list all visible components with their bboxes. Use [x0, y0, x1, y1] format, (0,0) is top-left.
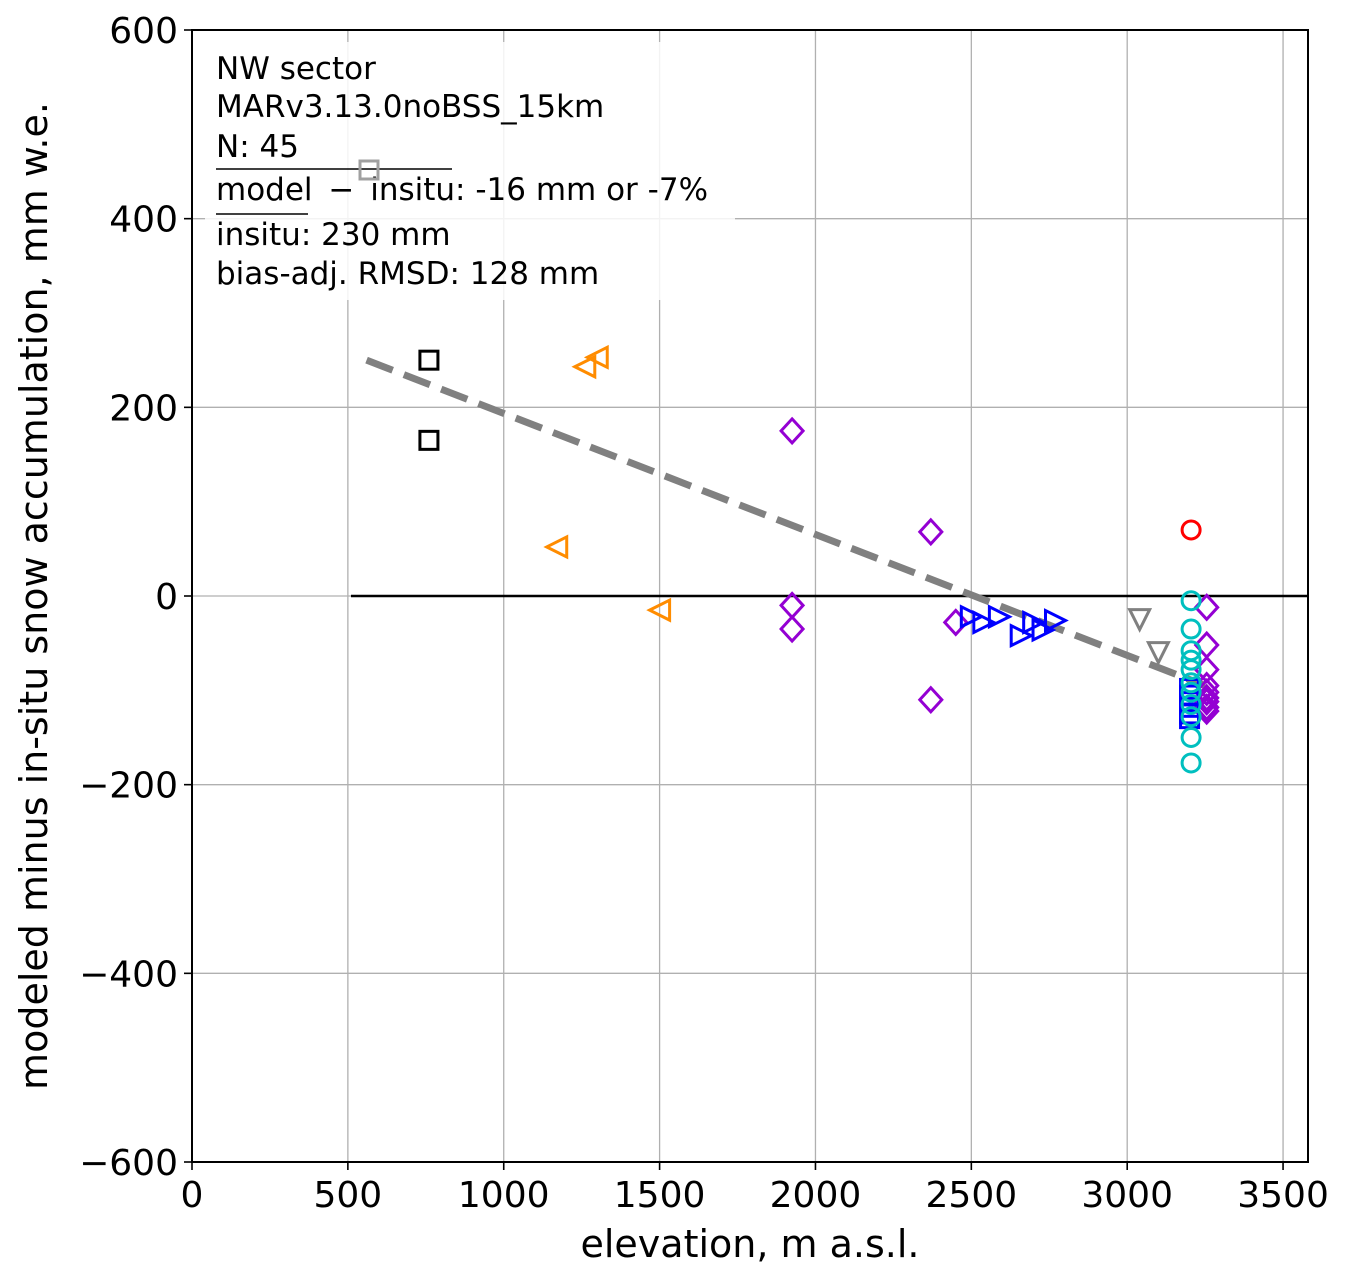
triangle-right-marker — [959, 604, 985, 630]
circle-marker — [1180, 681, 1202, 703]
triangle-left-marker — [571, 354, 597, 380]
circle-marker — [1180, 672, 1202, 694]
y-tick-label: −200 — [79, 766, 178, 807]
x-tick-label: 500 — [314, 1175, 383, 1216]
y-tick-label: 200 — [109, 388, 178, 429]
circle-marker — [1180, 727, 1202, 748]
y-tick-label: 0 — [155, 577, 178, 618]
diamond-marker — [779, 614, 806, 644]
triangle-down-marker — [1145, 641, 1171, 666]
circle-marker — [1180, 618, 1202, 640]
circle-marker — [1180, 659, 1202, 681]
trend-line — [365, 356, 1207, 689]
y-tick-label: −400 — [79, 954, 178, 995]
fit-line — [365, 356, 1207, 689]
y-tick-label: 600 — [109, 11, 178, 52]
annotation-insitu-mean: insitu: 230 mm — [216, 217, 451, 253]
annotation-count: N: 45 — [216, 129, 299, 165]
x-tick-label: 1000 — [458, 1175, 550, 1216]
y-axis-label: modeled minus in-situ snow accumulation,… — [12, 102, 56, 1090]
x-tick-label: 3500 — [1237, 1175, 1329, 1216]
diamond-marker — [917, 517, 944, 547]
annotation-model-name: MARv3.13.0noBSS_15km — [216, 89, 604, 125]
annotation-mean-diff-minus: − — [328, 172, 354, 208]
triangle-left-marker — [646, 597, 672, 623]
triangle-right-marker — [1031, 617, 1057, 643]
triangle-right-marker — [972, 609, 998, 635]
x-tick-label: 2000 — [770, 1175, 862, 1216]
diamond-marker — [779, 416, 806, 446]
x-tick-label: 1500 — [614, 1175, 706, 1216]
annotation-box: NW sector MARv3.13.0noBSS_15km N: 45 mod… — [205, 42, 735, 300]
square-marker — [418, 349, 440, 371]
x-tick-label: 0 — [181, 1175, 204, 1216]
circle-marker — [1180, 590, 1202, 612]
annotation-sector: NW sector — [216, 51, 376, 87]
circle-marker — [1180, 693, 1202, 715]
annotation-insitu-word: insitu — [216, 217, 301, 253]
circle-marker — [1180, 519, 1202, 541]
data-points — [418, 344, 1220, 774]
triangle-left-marker — [583, 344, 609, 370]
triangle-right-marker — [987, 604, 1013, 630]
annotation-mean-diff-model: model — [216, 172, 313, 208]
y-axis-ticks: −600 −400 −200 0 200 400 600 — [79, 11, 192, 1184]
x-tick-label: 3000 — [1081, 1175, 1173, 1216]
annotation-background — [205, 42, 735, 300]
triangle-right-marker — [1044, 608, 1069, 633]
triangle-left-marker — [543, 534, 569, 560]
square-marker — [418, 429, 440, 451]
y-tick-label: 400 — [109, 200, 178, 241]
square-marker — [358, 159, 380, 181]
circle-marker — [1180, 649, 1202, 671]
triangle-down-marker — [1127, 608, 1153, 633]
y-tick-label: −600 — [79, 1143, 178, 1184]
annotation-mean-diff: model − insitu: -16 mm or -7% — [216, 172, 708, 208]
x-axis-ticks: 0 500 1000 1500 2000 2500 3000 3500 — [181, 1162, 1329, 1216]
triangle-right-marker — [1009, 623, 1035, 649]
circle-marker — [1180, 752, 1202, 774]
diamond-marker — [917, 685, 944, 714]
circle-marker — [1180, 706, 1202, 728]
x-axis-label: elevation, m a.s.l. — [580, 1222, 919, 1266]
x-tick-label: 2500 — [926, 1175, 1018, 1216]
diamond-marker — [942, 608, 969, 637]
annotation-insitu-value: : 230 mm — [301, 217, 451, 253]
annotation-rmsd: bias-adj. RMSD: 128 mm — [216, 256, 599, 292]
annotation-mean-diff-rest: insitu: -16 mm or -7% — [370, 172, 708, 208]
